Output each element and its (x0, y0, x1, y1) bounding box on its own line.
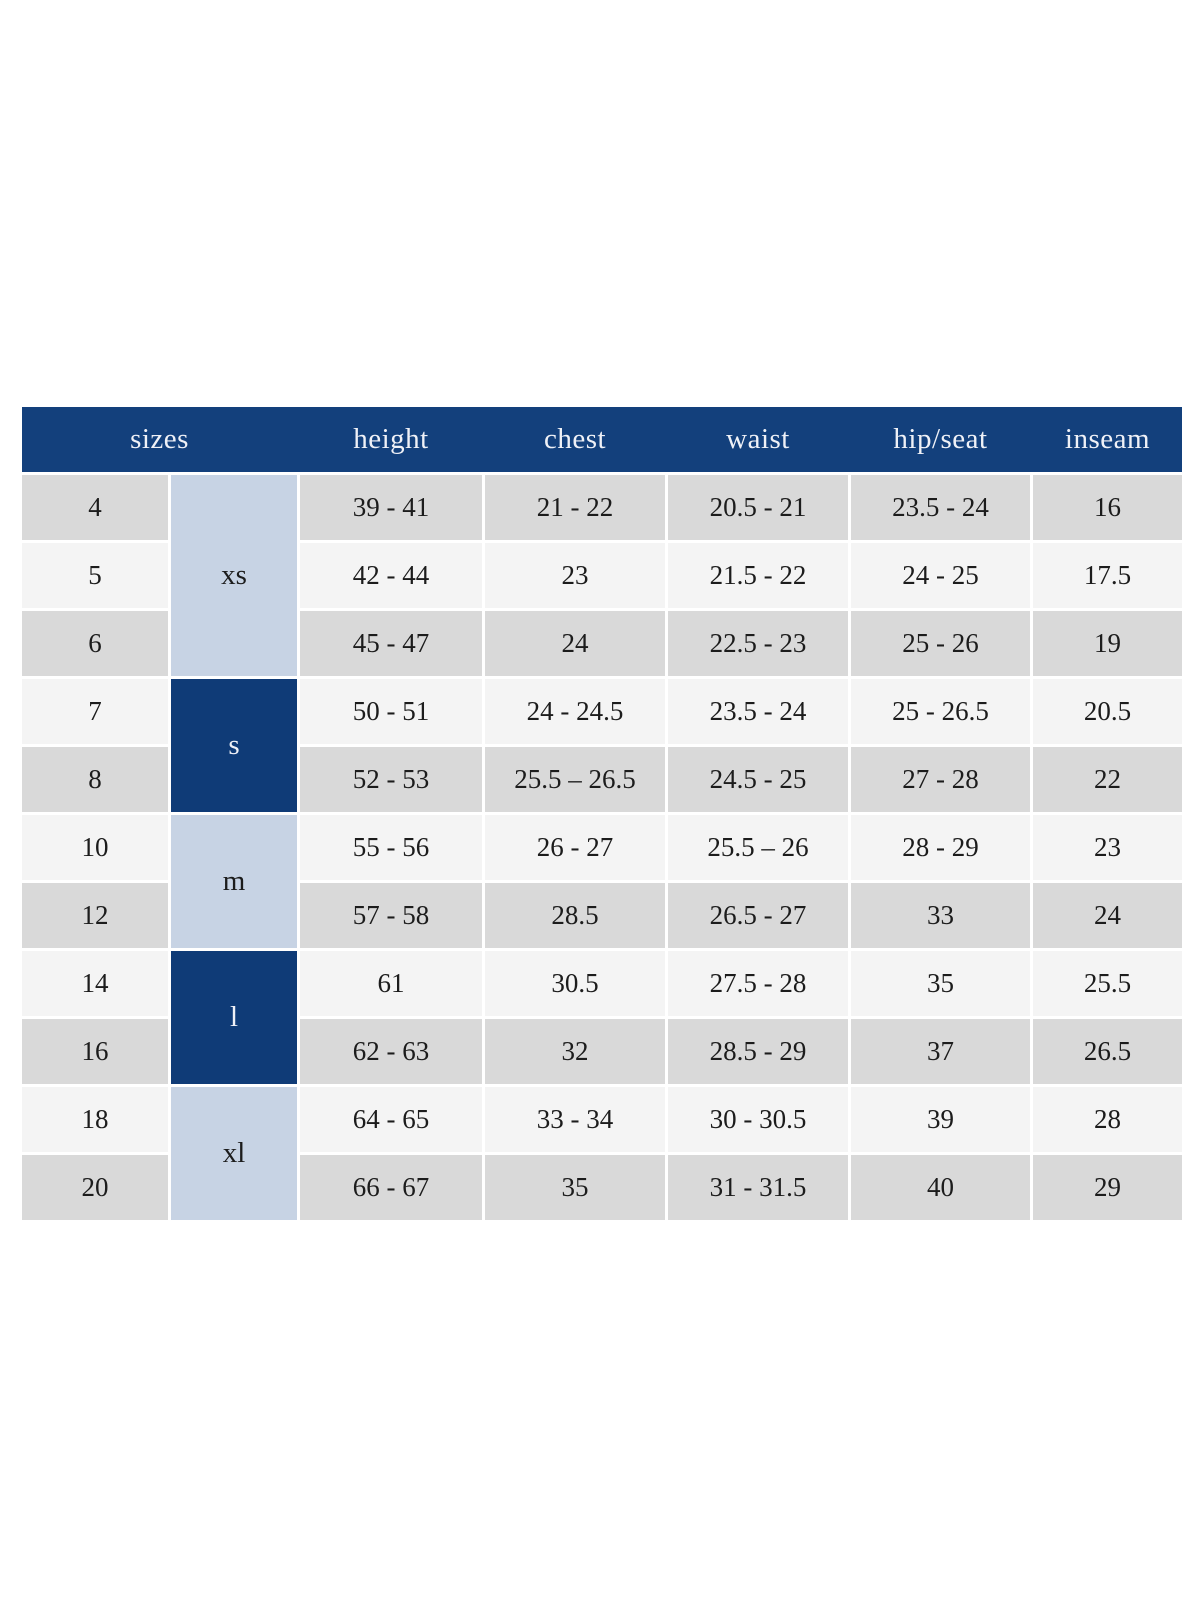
cell-hip-seat: 25 - 26.5 (851, 679, 1030, 744)
cell-chest: 30.5 (485, 951, 665, 1016)
header-sizes: sizes (130, 423, 189, 455)
cell-inseam: 22 (1033, 747, 1182, 812)
header-hip-seat: hip/seat (893, 423, 988, 455)
cell-height: 64 - 65 (300, 1087, 482, 1152)
cell-hip-seat: 25 - 26 (851, 611, 1030, 676)
cell-size: 4 (22, 475, 168, 540)
cell-hip-seat: 37 (851, 1019, 1030, 1084)
cell-waist: 20.5 - 21 (668, 475, 848, 540)
cell-hip-seat: 39 (851, 1087, 1030, 1152)
cell-waist: 24.5 - 25 (668, 747, 848, 812)
cell-waist: 22.5 - 23 (668, 611, 848, 676)
cell-height: 50 - 51 (300, 679, 482, 744)
cell-inseam: 17.5 (1033, 543, 1182, 608)
cell-waist: 30 - 30.5 (668, 1087, 848, 1152)
cell-hip-seat: 24 - 25 (851, 543, 1030, 608)
cell-hip-seat: 33 (851, 883, 1030, 948)
cell-size: 14 (22, 951, 168, 1016)
table-body: 4 39 - 41 21 - 22 20.5 - 21 23.5 - 24 16 5 42 -… (22, 475, 1182, 1220)
cell-hip-seat: 40 (851, 1155, 1030, 1220)
cell-size: 16 (22, 1019, 168, 1084)
cell-chest: 24 (485, 611, 665, 676)
cell-height: 66 - 67 (300, 1155, 482, 1220)
header-chest: chest (543, 423, 607, 455)
cell-waist: 21.5 - 22 (668, 543, 848, 608)
cell-inseam: 29 (1033, 1155, 1182, 1220)
cell-chest: 24 - 24.5 (485, 679, 665, 744)
size-chart-table: sizes height chest waist hip/seat inseam… (22, 407, 1182, 1220)
cell-chest: 35 (485, 1155, 665, 1220)
cell-waist: 28.5 - 29 (668, 1019, 848, 1084)
cell-chest: 33 - 34 (485, 1087, 665, 1152)
cell-size: 18 (22, 1087, 168, 1152)
header-inseam: inseam (1064, 423, 1151, 455)
cell-inseam: 24 (1033, 883, 1182, 948)
header-waist: waist (726, 423, 790, 455)
cell-waist: 23.5 - 24 (668, 679, 848, 744)
cell-hip-seat: 23.5 - 24 (851, 475, 1030, 540)
cell-inseam: 23 (1033, 815, 1182, 880)
cell-inseam: 19 (1033, 611, 1182, 676)
size-group-cell-s: s (171, 679, 297, 812)
cell-height: 55 - 56 (300, 815, 482, 880)
cell-inseam: 20.5 (1033, 679, 1182, 744)
header-height: height (353, 423, 429, 455)
cell-waist: 26.5 - 27 (668, 883, 848, 948)
cell-height: 57 - 58 (300, 883, 482, 948)
cell-waist: 31 - 31.5 (668, 1155, 848, 1220)
cell-size: 20 (22, 1155, 168, 1220)
cell-size: 12 (22, 883, 168, 948)
cell-hip-seat: 27 - 28 (851, 747, 1030, 812)
cell-height: 52 - 53 (300, 747, 482, 812)
size-group-cell-l: l (171, 951, 297, 1084)
size-group-cell-m: m (171, 815, 297, 948)
cell-hip-seat: 35 (851, 951, 1030, 1016)
cell-size: 7 (22, 679, 168, 744)
cell-height: 45 - 47 (300, 611, 482, 676)
cell-size: 5 (22, 543, 168, 608)
cell-hip-seat: 28 - 29 (851, 815, 1030, 880)
table-header-row: sizes height chest waist hip/seat inseam (22, 407, 1182, 472)
cell-size: 6 (22, 611, 168, 676)
cell-chest: 23 (485, 543, 665, 608)
cell-size: 8 (22, 747, 168, 812)
cell-chest: 28.5 (485, 883, 665, 948)
size-group-cell-xl: xl (171, 1087, 297, 1220)
cell-inseam: 25.5 (1033, 951, 1182, 1016)
cell-chest: 32 (485, 1019, 665, 1084)
cell-waist: 27.5 - 28 (668, 951, 848, 1016)
cell-inseam: 26.5 (1033, 1019, 1182, 1084)
cell-size: 10 (22, 815, 168, 880)
cell-waist: 25.5 – 26 (668, 815, 848, 880)
cell-chest: 25.5 – 26.5 (485, 747, 665, 812)
cell-chest: 26 - 27 (485, 815, 665, 880)
cell-height: 39 - 41 (300, 475, 482, 540)
size-group-cell-xs: xs (171, 475, 297, 676)
cell-height: 62 - 63 (300, 1019, 482, 1084)
cell-height: 61 (300, 951, 482, 1016)
cell-height: 42 - 44 (300, 543, 482, 608)
cell-inseam: 16 (1033, 475, 1182, 540)
cell-chest: 21 - 22 (485, 475, 665, 540)
cell-inseam: 28 (1033, 1087, 1182, 1152)
